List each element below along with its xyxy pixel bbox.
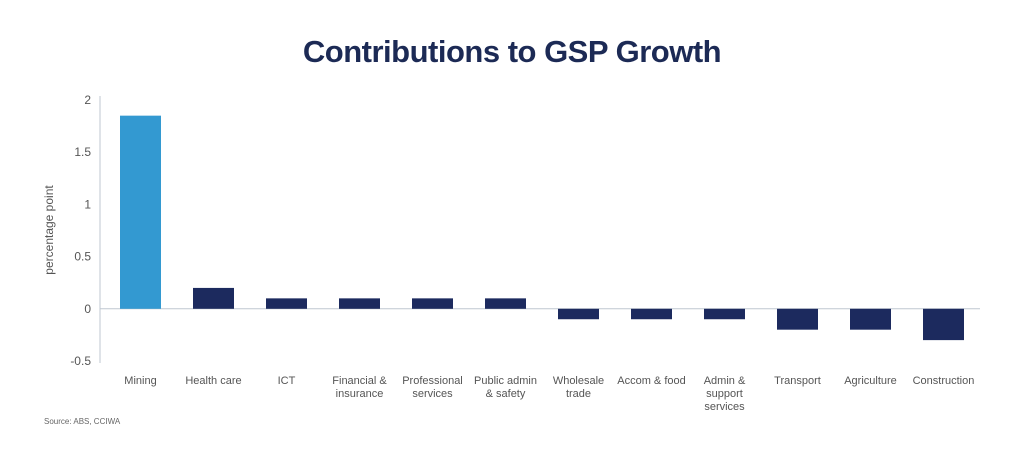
chart-title: Contributions to GSP Growth bbox=[302, 34, 722, 69]
x-tick-label: Transport bbox=[774, 375, 821, 387]
bar bbox=[266, 298, 307, 309]
bar bbox=[923, 308, 964, 341]
bar bbox=[339, 298, 380, 309]
source-note: Source: ABS, CCIWA bbox=[44, 417, 121, 426]
bar bbox=[850, 308, 891, 330]
x-tick-label: Admin & support services bbox=[704, 375, 746, 413]
bar bbox=[704, 308, 745, 320]
x-tick-label: Wholesale trade bbox=[553, 375, 604, 400]
x-tick-label: Health care bbox=[185, 375, 241, 387]
bar bbox=[193, 287, 234, 309]
y-tick-label: 0.5 bbox=[74, 250, 91, 264]
x-tick-label: Public admin & safety bbox=[474, 375, 537, 400]
x-tick-label: Professional services bbox=[402, 375, 463, 400]
bar bbox=[120, 115, 161, 309]
x-tick-label: Construction bbox=[913, 375, 975, 387]
x-axis-labels: Mining Health care ICT Financial & insurance… bbox=[124, 375, 974, 413]
bar bbox=[485, 298, 526, 309]
bar bbox=[412, 298, 453, 309]
y-tick-label: 2 bbox=[84, 93, 91, 107]
y-axis-ticks: 2 1.5 1 0.5 0 -0.5 bbox=[70, 93, 91, 368]
y-tick-label: -0.5 bbox=[70, 354, 91, 368]
y-axis-label: percentage point bbox=[42, 185, 56, 275]
y-tick-label: 1 bbox=[84, 197, 91, 211]
y-tick-label: 1.5 bbox=[74, 145, 91, 159]
x-tick-label: ICT bbox=[278, 375, 296, 387]
bar bbox=[558, 308, 599, 320]
bar bbox=[777, 308, 818, 330]
x-tick-label: Agriculture bbox=[844, 375, 897, 387]
x-tick-label: Mining bbox=[124, 375, 156, 387]
x-tick-label: Financial & insurance bbox=[332, 375, 387, 400]
bar bbox=[631, 308, 672, 320]
y-tick-label: 0 bbox=[84, 302, 91, 316]
bars bbox=[120, 115, 964, 341]
x-tick-label: Accom & food bbox=[617, 375, 685, 387]
